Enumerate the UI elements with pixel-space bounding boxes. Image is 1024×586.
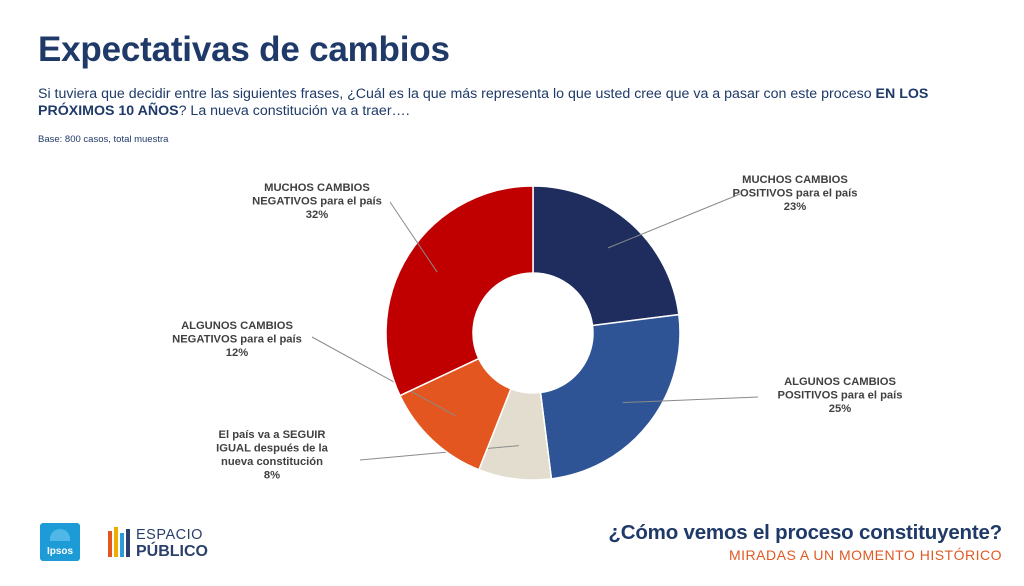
espacio-publico-logo: ESPACIO PÚBLICO	[106, 523, 246, 563]
donut-slice-0	[532, 185, 680, 327]
series-branding: ¿Cómo vemos el proceso constituyente? MI…	[608, 521, 1002, 563]
donut-slice-4	[385, 185, 534, 397]
page-title: Expectativas de cambios	[38, 30, 450, 69]
slice-label-3: ALGUNOS CAMBIOS NEGATIVOS para el país 12%	[172, 320, 302, 359]
survey-question: Si tuviera que decidir entre las siguien…	[38, 86, 978, 120]
leader-line-0	[607, 193, 741, 249]
slice-label-0: MUCHOS CAMBIOS POSITIVOS para el país 23%	[733, 174, 858, 213]
espacio-publico-icon	[108, 527, 130, 557]
slice-label-2: El país va a SEGUIR IGUAL después de la nu…	[216, 429, 328, 482]
espacio-publico-word2: PÚBLICO	[136, 543, 208, 560]
donut-slice-1	[539, 313, 681, 480]
sample-base-note: Base: 800 casos, total muestra	[38, 134, 169, 145]
slice-label-4: MUCHOS CAMBIOS NEGATIVOS para el país 32%	[252, 182, 382, 221]
ipsos-logo: Ipsos	[40, 523, 80, 561]
leader-line-2	[359, 445, 519, 461]
series-title: ¿Cómo vemos el proceso constituyente?	[608, 521, 1002, 544]
espacio-publico-word1: ESPACIO	[136, 527, 203, 543]
ipsos-logo-mark	[50, 529, 70, 541]
series-subtitle: MIRADAS A UN MOMENTO HISTÓRICO	[729, 547, 1002, 563]
leader-line-3	[311, 336, 456, 417]
question-emphasis: EN LOS PRÓXIMOS 10 AÑOS	[38, 86, 929, 119]
leader-line-1	[622, 396, 759, 404]
leader-line-4	[389, 201, 438, 273]
slice-label-1: ALGUNOS CAMBIOS POSITIVOS para el país 25%	[778, 376, 903, 415]
question-text-end: ? La nueva constitución va a traer….	[178, 103, 410, 119]
question-text: Si tuviera que decidir entre las siguien…	[38, 86, 876, 102]
ipsos-logo-text: Ipsos	[46, 546, 74, 557]
